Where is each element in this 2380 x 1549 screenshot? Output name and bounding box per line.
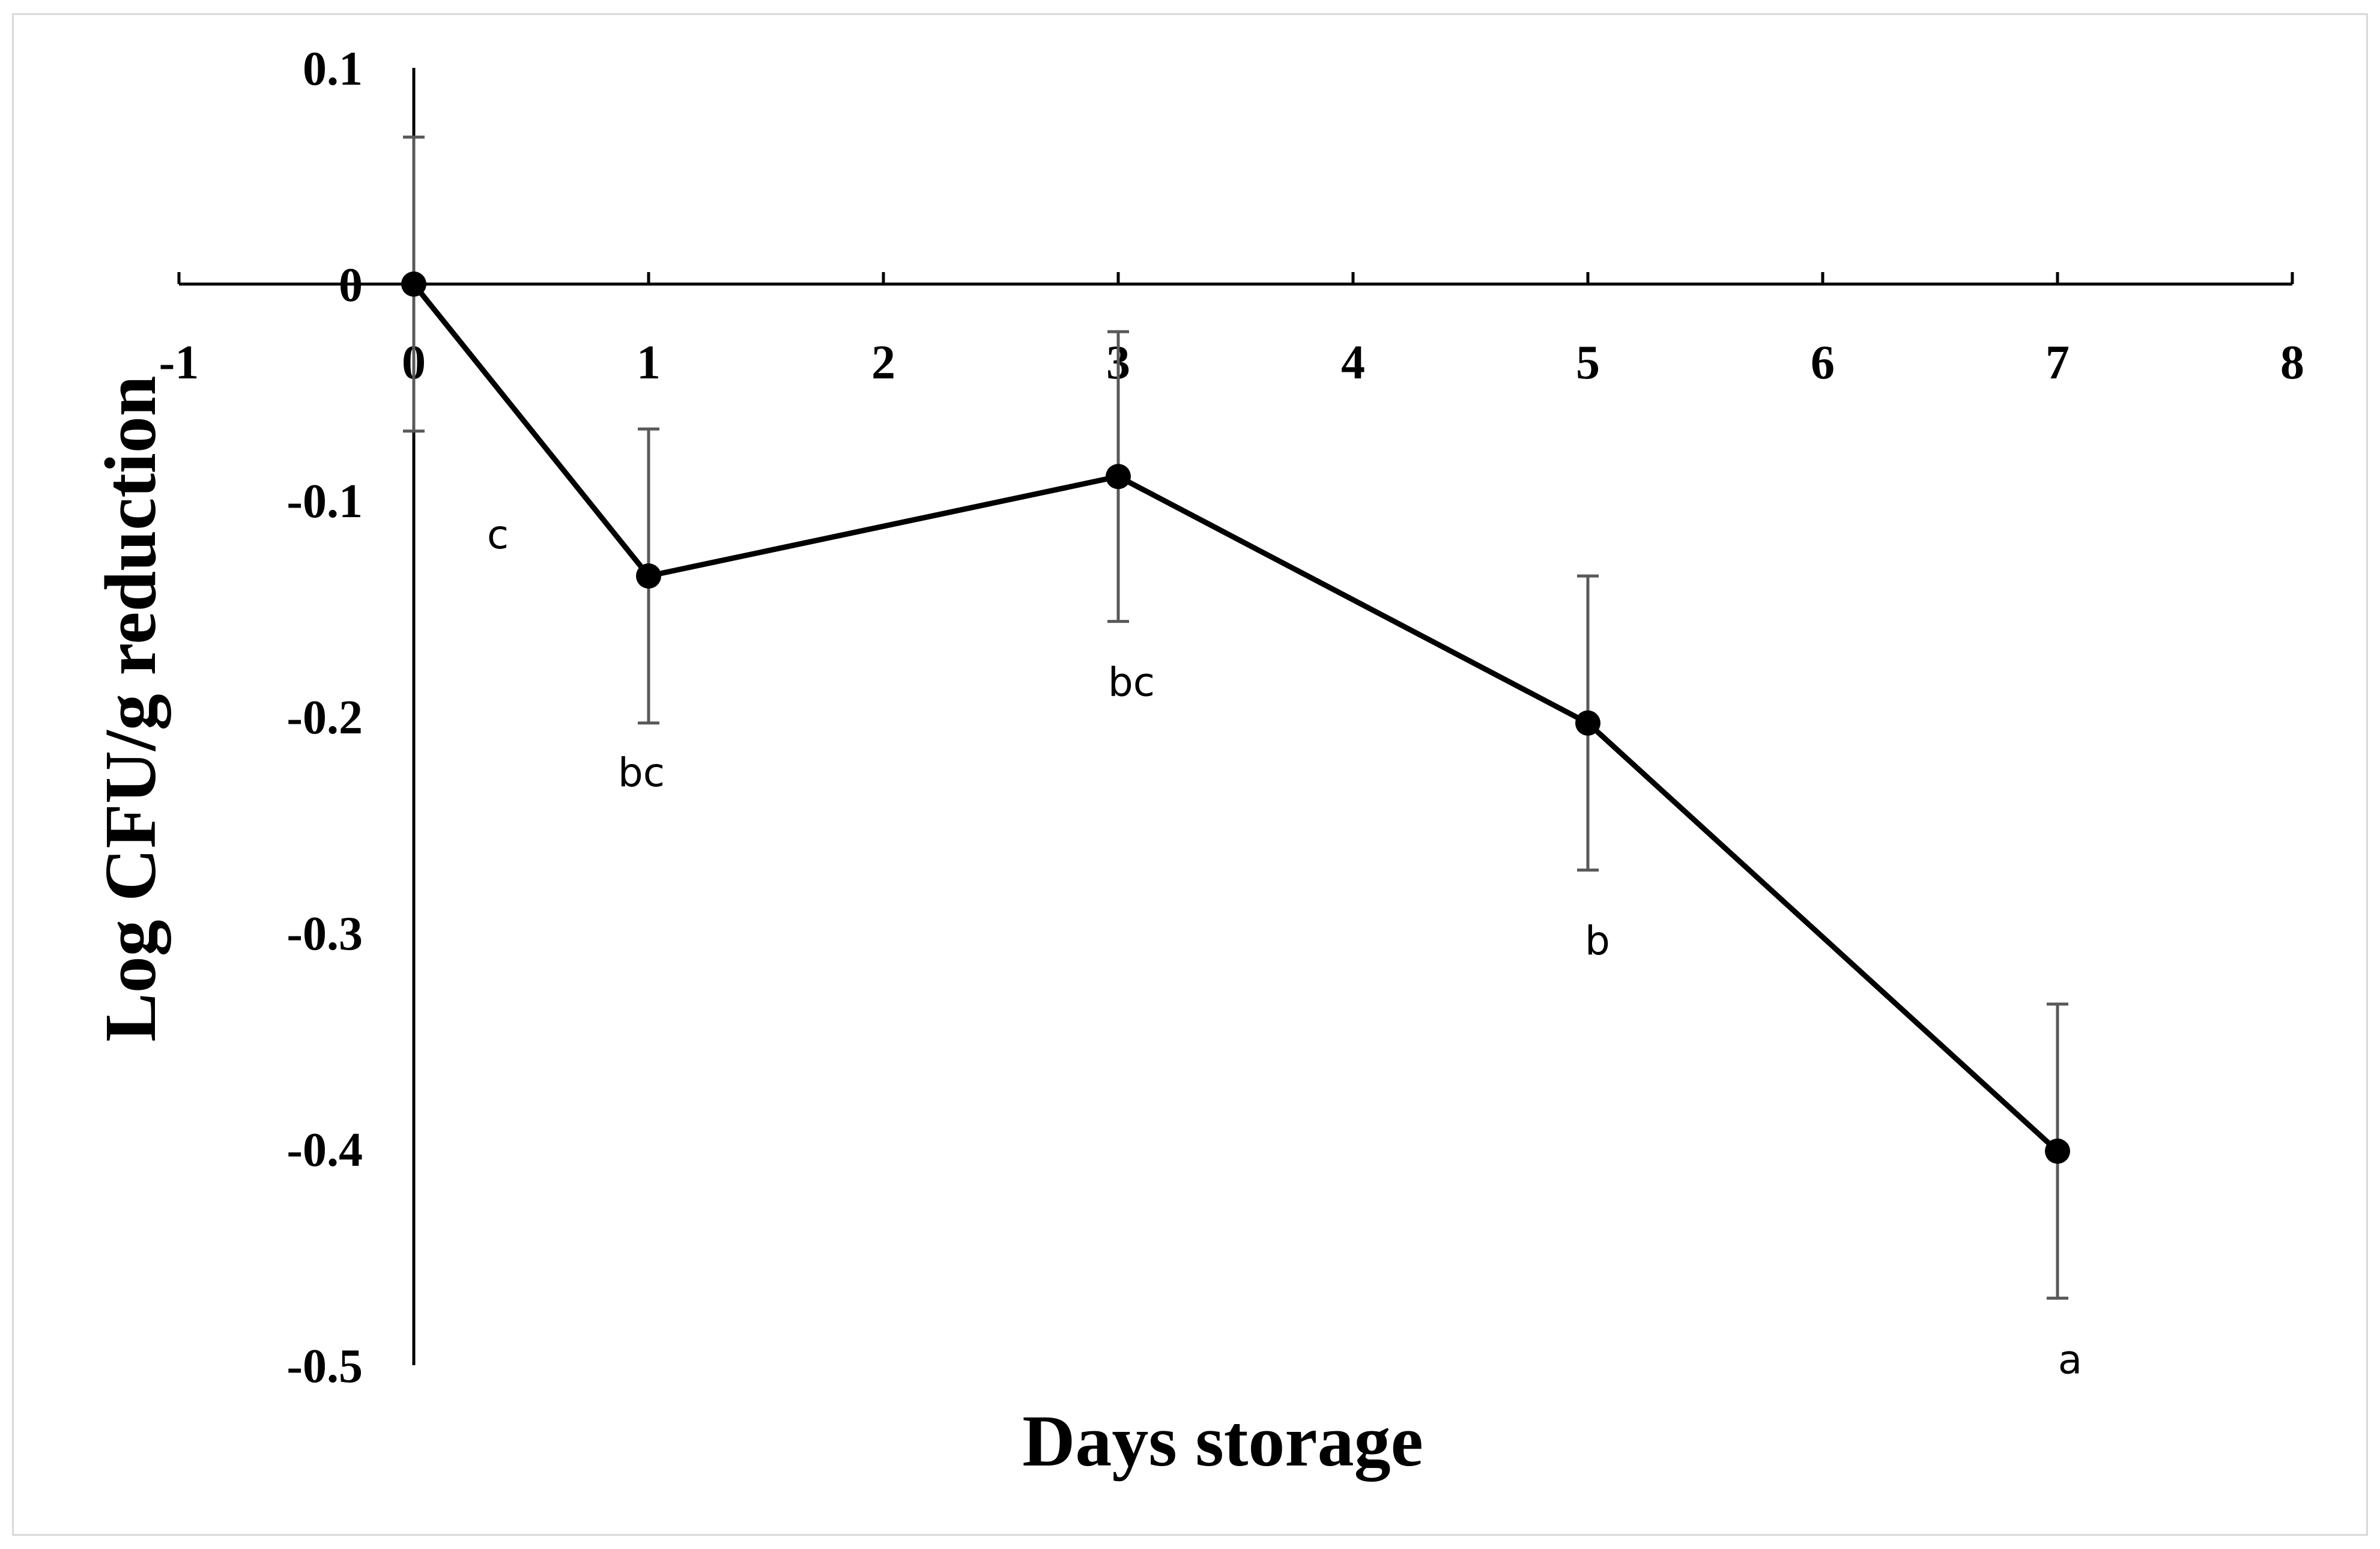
markers	[401, 271, 2070, 1164]
data-point	[1106, 464, 1131, 490]
data-point	[401, 271, 426, 297]
y-tick-label: -0.5	[286, 1340, 363, 1393]
y-tick-label: 0	[339, 259, 363, 312]
chart-frame	[12, 13, 2368, 1536]
x-tick-label: 5	[1576, 336, 1600, 389]
x-tick-label: 6	[1811, 336, 1835, 389]
axes: -1012345678 0.10-0.1-0.2-0.3-0.4-0.5	[159, 43, 2304, 1393]
x-tick-labels: -1012345678	[159, 336, 2304, 389]
significance-label: c	[487, 512, 509, 558]
series-line	[411, 282, 2060, 1153]
y-axis-title: Log CFU/g reduction	[90, 375, 171, 1041]
error-bars	[403, 135, 2068, 1300]
x-tick-label: 1	[637, 336, 661, 389]
data-point	[1575, 710, 1600, 736]
y-tick-label: -0.3	[286, 908, 363, 960]
data-point	[2045, 1138, 2070, 1164]
x-tick-label: 2	[871, 336, 895, 389]
data-point	[636, 563, 661, 589]
x-tick-label: 7	[2045, 336, 2070, 389]
y-tick-label: -0.2	[286, 691, 363, 744]
y-tick-labels: 0.1 0 -0.1 -0.2 -0.3 -0.4 -0.5	[286, 43, 363, 1393]
x-tick-label: 4	[1341, 336, 1365, 389]
y-tick-label: -0.4	[286, 1124, 363, 1177]
x-tick-label: 8	[2280, 336, 2304, 389]
significance-label: bc	[618, 750, 665, 796]
y-tick-label: -0.1	[286, 475, 363, 528]
significance-label: a	[2058, 1337, 2082, 1383]
y-tick-label: 0.1	[303, 43, 363, 95]
x-tick-label: -1	[159, 336, 199, 389]
x-axis-title: Days storage	[1022, 1401, 1423, 1482]
significance-label: b	[1585, 918, 1610, 964]
x-ticks	[177, 272, 2294, 284]
point-labels: c bc bc b a	[487, 512, 2082, 1383]
significance-label: bc	[1108, 659, 1155, 705]
